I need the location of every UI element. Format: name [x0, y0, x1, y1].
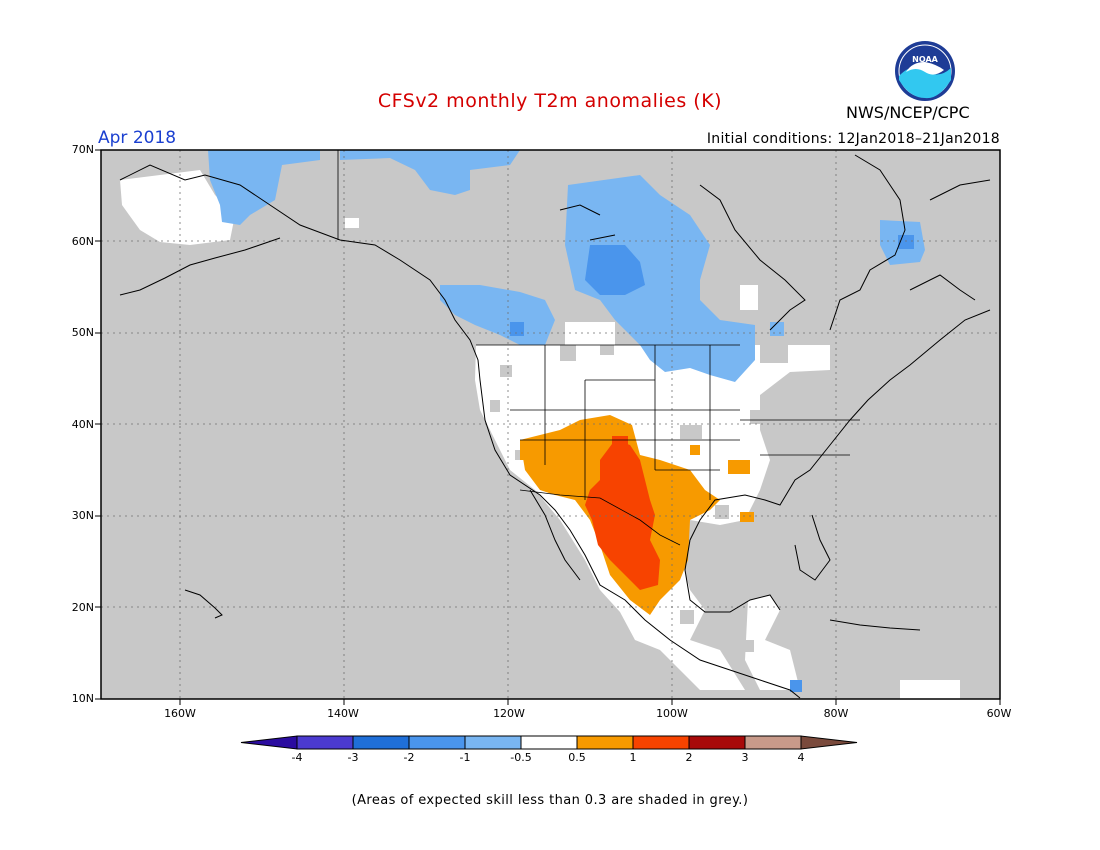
lat-label-60n: 60N [71, 235, 94, 248]
lat-label-40n: 40N [71, 418, 94, 431]
boundaries [337, 150, 860, 546]
warm-anomaly-red [585, 436, 660, 590]
coastlines [119, 154, 991, 699]
colorbar-bin [408, 735, 466, 750]
colorbar-bin [744, 735, 802, 750]
colorbar-arrow-high [800, 735, 858, 750]
colorbar-arrow-low [240, 735, 298, 750]
colorbar-label: 0.5 [568, 751, 586, 764]
colorbar-bin [632, 735, 690, 750]
forecast-month: Apr 2018 [98, 128, 177, 148]
map-title: CFSv2 monthly T2m anomalies (K) [377, 90, 723, 112]
lat-label-20n: 20N [71, 601, 94, 614]
colorbar-label: 2 [685, 751, 693, 764]
initial-conditions: Initial conditions: 12Jan2018–21Jan2018 [706, 131, 1000, 147]
noaa-logo-icon: NOAA [894, 40, 956, 102]
colorbar-label: 4 [797, 751, 805, 764]
colorbar-label: -0.5 [510, 751, 532, 764]
colorbar-bin [520, 735, 578, 750]
colorbar [240, 735, 858, 750]
colorbar-bin [296, 735, 354, 750]
skill-footnote: (Areas of expected skill less than 0.3 a… [351, 793, 749, 808]
lon-label-120w: 120W [493, 707, 525, 720]
colorbar-bin [688, 735, 746, 750]
lat-label-70n: 70N [71, 143, 94, 156]
cool-anomaly-light [208, 150, 925, 382]
lon-label-160w: 160W [164, 707, 196, 720]
colorbar-label: -2 [403, 751, 415, 764]
colorbar-bin [464, 735, 522, 750]
colorbar-bin [352, 735, 410, 750]
graticule [101, 150, 1000, 699]
colorbar-label: -1 [459, 751, 471, 764]
lon-label-80w: 80W [823, 707, 849, 720]
cool-anomaly-medium [510, 235, 914, 692]
agency-label: NWS/NCEP/CPC [846, 103, 970, 122]
axis-ticks [95, 149, 1001, 705]
colorbar-label: 1 [629, 751, 637, 764]
lon-label-60w: 60W [986, 707, 1012, 720]
colorbar-label: -4 [291, 751, 303, 764]
colorbar-label: -3 [347, 751, 359, 764]
lat-label-10n: 10N [71, 692, 94, 705]
lon-label-100w: 100W [656, 707, 688, 720]
lat-label-30n: 30N [71, 509, 94, 522]
colorbar-bin [576, 735, 634, 750]
logo-text: NOAA [912, 55, 938, 64]
colorbar-label: 3 [741, 751, 749, 764]
lon-label-140w: 140W [327, 707, 359, 720]
lat-label-50n: 50N [71, 326, 94, 339]
